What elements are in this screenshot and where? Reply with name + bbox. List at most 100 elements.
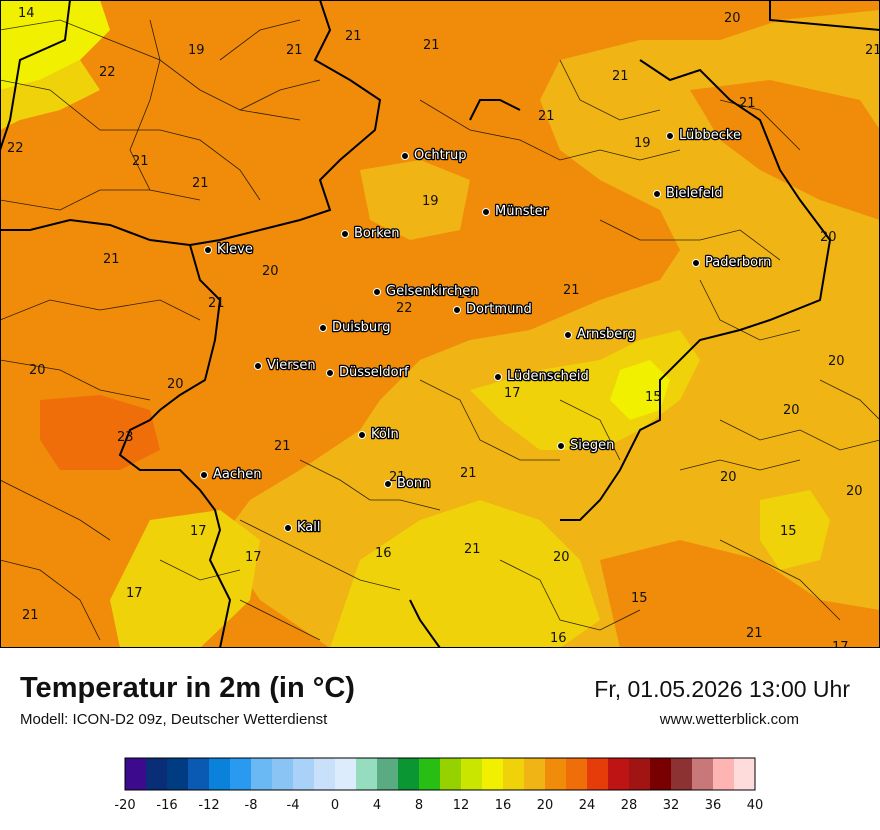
legend-color-swatch bbox=[209, 758, 231, 790]
city-bielefeld[interactable]: Bielefeld bbox=[653, 185, 724, 202]
city-dortmund[interactable]: Dortmund bbox=[453, 301, 533, 318]
city-dot-icon bbox=[200, 471, 208, 479]
legend-color-swatch bbox=[419, 758, 441, 790]
temp-label: 21 bbox=[192, 176, 209, 191]
city-siegen[interactable]: Siegen bbox=[557, 437, 616, 454]
temp-label: 21 bbox=[103, 252, 120, 267]
city-viersen[interactable]: Viersen bbox=[254, 357, 317, 374]
city-label: Köln bbox=[371, 427, 399, 442]
temp-label: 21 bbox=[739, 96, 756, 111]
temp-label: 21 bbox=[132, 154, 149, 169]
legend-color-swatch bbox=[335, 758, 357, 790]
city-label: Aachen bbox=[213, 467, 261, 482]
city-dot-icon bbox=[319, 324, 327, 332]
temp-label: 21 bbox=[274, 439, 291, 454]
legend-tick-label: -4 bbox=[287, 798, 300, 813]
legend-tick-label: 12 bbox=[453, 798, 470, 813]
temp-label: 17 bbox=[126, 586, 143, 601]
legend-color-swatch bbox=[713, 758, 735, 790]
legend-color-swatch bbox=[251, 758, 273, 790]
city-muenster[interactable]: Münster bbox=[482, 203, 550, 220]
city-gelsenkirchen[interactable]: Gelsenkirchen bbox=[373, 283, 480, 300]
city-dot-icon bbox=[453, 306, 461, 314]
city-luebbecke[interactable]: Lübbecke bbox=[666, 127, 742, 144]
legend-color-swatch bbox=[167, 758, 189, 790]
legend-color-swatch bbox=[503, 758, 525, 790]
city-label: Gelsenkirchen bbox=[386, 284, 479, 299]
legend-color-swatch bbox=[671, 758, 693, 790]
temp-label: 20 bbox=[783, 403, 800, 418]
city-label: Viersen bbox=[267, 358, 316, 373]
city-kleve[interactable]: Kleve bbox=[204, 241, 254, 258]
city-bonn[interactable]: Bonn bbox=[384, 475, 432, 492]
legend-color-bar bbox=[124, 757, 756, 791]
city-aachen[interactable]: Aachen bbox=[200, 466, 263, 483]
city-dot-icon bbox=[254, 362, 262, 370]
city-label: Arnsberg bbox=[577, 327, 636, 342]
national-border bbox=[0, 0, 232, 648]
city-paderborn[interactable]: Paderborn bbox=[692, 254, 773, 271]
city-koeln[interactable]: Köln bbox=[358, 426, 400, 443]
city-label: Kleve bbox=[217, 242, 253, 257]
legend-tick-label: -16 bbox=[156, 798, 177, 813]
city-label: Ochtrup bbox=[414, 148, 467, 163]
temp-label: 21 bbox=[746, 626, 763, 641]
forecast-datetime: Fr, 01.05.2026 13:00 Uhr bbox=[594, 676, 850, 702]
city-dot-icon bbox=[564, 331, 572, 339]
city-label: Münster bbox=[495, 204, 549, 219]
temp-label: 23 bbox=[117, 430, 134, 445]
temp-label: 20 bbox=[720, 470, 737, 485]
city-label: Düsseldorf bbox=[339, 365, 409, 380]
legend-color-swatch bbox=[293, 758, 315, 790]
city-dot-icon bbox=[692, 259, 700, 267]
legend-color-swatch bbox=[524, 758, 546, 790]
city-dot-icon bbox=[284, 524, 292, 532]
city-dot-icon bbox=[482, 208, 490, 216]
legend-tick-label: 28 bbox=[621, 798, 638, 813]
legend-tick-label: 40 bbox=[747, 798, 764, 813]
legend-color-swatch bbox=[587, 758, 609, 790]
temp-label: 20 bbox=[29, 363, 46, 378]
temp-label: 17 bbox=[245, 550, 262, 565]
city-dot-icon bbox=[358, 431, 366, 439]
legend-color-swatch bbox=[146, 758, 168, 790]
city-luedenscheid[interactable]: Lüdenscheid bbox=[494, 368, 590, 385]
temperature-field-21-se bbox=[600, 540, 880, 648]
city-duesseldorf[interactable]: Düsseldorf bbox=[326, 364, 410, 381]
temp-label: 19 bbox=[634, 136, 651, 151]
temp-label: 21 bbox=[22, 608, 39, 623]
temp-label: 20 bbox=[828, 354, 845, 369]
legend-color-swatch bbox=[356, 758, 378, 790]
city-label: Duisburg bbox=[332, 320, 391, 335]
city-borken[interactable]: Borken bbox=[341, 225, 401, 242]
temperature-field-15 bbox=[610, 360, 670, 420]
legend-color-swatch bbox=[188, 758, 210, 790]
temp-label: 21 bbox=[208, 296, 225, 311]
temperature-field-17b bbox=[470, 330, 700, 450]
temp-label: 21 bbox=[345, 29, 362, 44]
legend-tick-label: -12 bbox=[198, 798, 219, 813]
temp-label: 16 bbox=[550, 631, 567, 646]
city-dot-icon bbox=[384, 480, 392, 488]
temperature-field-17d bbox=[110, 510, 260, 648]
temperature-field-21-ne bbox=[690, 80, 880, 220]
city-label: Siegen bbox=[570, 438, 614, 453]
legend-tick-label: 8 bbox=[415, 798, 423, 813]
legend-color-swatch bbox=[734, 758, 756, 790]
temp-label: 17 bbox=[504, 386, 521, 401]
temp-label: 20 bbox=[457, 287, 474, 302]
temp-label: 21 bbox=[423, 38, 440, 53]
city-label: Lübbecke bbox=[679, 128, 741, 143]
legend-color-swatch bbox=[692, 758, 714, 790]
temp-label: 20 bbox=[724, 11, 741, 26]
city-ochtrup[interactable]: Ochtrup bbox=[401, 147, 468, 164]
city-kall[interactable]: Kall bbox=[284, 519, 322, 536]
legend-color-swatch bbox=[545, 758, 567, 790]
legend-tick-label: 24 bbox=[579, 798, 596, 813]
city-duisburg[interactable]: Duisburg bbox=[319, 319, 392, 336]
website-link[interactable]: www.wetterblick.com bbox=[659, 711, 799, 728]
legend-color-swatch bbox=[272, 758, 294, 790]
city-label: Lüdenscheid bbox=[507, 369, 589, 384]
city-dot-icon bbox=[401, 152, 409, 160]
city-arnsberg[interactable]: Arnsberg bbox=[564, 326, 637, 343]
